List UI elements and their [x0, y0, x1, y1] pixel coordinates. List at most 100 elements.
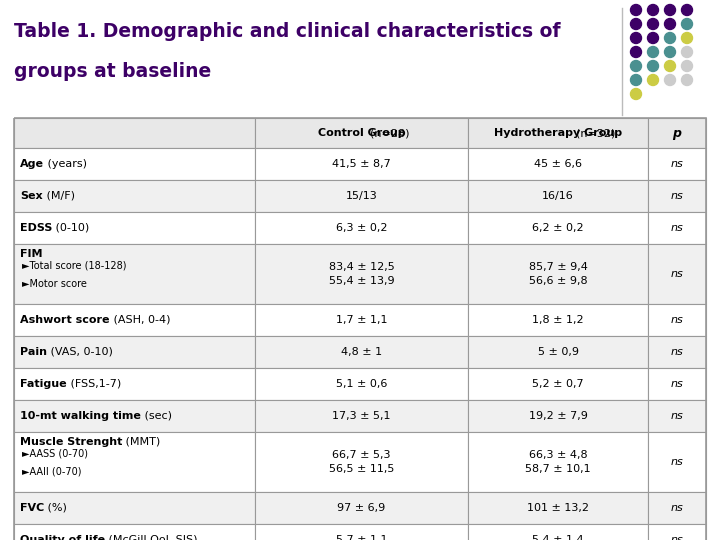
Text: (VAS, 0-10): (VAS, 0-10)	[47, 347, 113, 357]
Text: (years): (years)	[44, 159, 87, 169]
Circle shape	[665, 32, 675, 44]
Bar	[14, 368, 255, 400]
Bar	[14, 400, 255, 432]
Text: 19,2 ± 7,9: 19,2 ± 7,9	[528, 411, 588, 421]
Bar	[648, 212, 706, 244]
Bar	[468, 336, 648, 368]
Text: ns: ns	[670, 457, 683, 467]
Bar	[255, 432, 468, 492]
Text: 41,5 ± 8,7: 41,5 ± 8,7	[332, 159, 391, 169]
Text: (n=28): (n=28)	[370, 128, 409, 138]
Text: (ASH, 0-4): (ASH, 0-4)	[109, 315, 170, 325]
Bar	[14, 244, 255, 304]
Text: FVC: FVC	[20, 503, 44, 513]
Bar	[468, 432, 648, 492]
Text: 5,1 ± 0,6: 5,1 ± 0,6	[336, 379, 387, 389]
Text: (%): (%)	[44, 503, 67, 513]
Text: ns: ns	[670, 191, 683, 201]
Bar	[255, 118, 468, 148]
Text: 5 ± 0,9: 5 ± 0,9	[538, 347, 578, 357]
Text: Quality of life: Quality of life	[20, 535, 105, 540]
Bar	[14, 524, 255, 540]
Text: p: p	[672, 126, 682, 139]
Text: Sex: Sex	[20, 191, 42, 201]
Circle shape	[647, 4, 659, 16]
Text: 45 ± 6,6: 45 ± 6,6	[534, 159, 582, 169]
Bar	[648, 492, 706, 524]
Text: groups at baseline: groups at baseline	[14, 62, 211, 81]
Circle shape	[647, 60, 659, 71]
Circle shape	[647, 75, 659, 85]
Bar	[648, 180, 706, 212]
Text: 85,7 ± 9,4
56,6 ± 9,8: 85,7 ± 9,4 56,6 ± 9,8	[528, 262, 588, 286]
Text: Fatigue: Fatigue	[20, 379, 67, 389]
Circle shape	[647, 32, 659, 44]
Text: (McGill QoL-SIS): (McGill QoL-SIS)	[105, 535, 197, 540]
Text: Pain: Pain	[20, 347, 47, 357]
Bar	[255, 336, 468, 368]
Circle shape	[682, 18, 693, 30]
Bar	[255, 400, 468, 432]
Bar	[255, 368, 468, 400]
Circle shape	[682, 4, 693, 16]
Bar	[468, 212, 648, 244]
Bar	[468, 492, 648, 524]
Bar	[648, 244, 706, 304]
Bar	[255, 180, 468, 212]
Bar	[255, 524, 468, 540]
Text: Ashwort score: Ashwort score	[20, 315, 109, 325]
Bar	[14, 492, 255, 524]
Text: ns: ns	[670, 269, 683, 279]
Circle shape	[665, 46, 675, 57]
Text: 97 ± 6,9: 97 ± 6,9	[338, 503, 386, 513]
Text: 5,7 ± 1,1: 5,7 ± 1,1	[336, 535, 387, 540]
Bar	[14, 180, 255, 212]
Text: ns: ns	[670, 347, 683, 357]
Text: 6,3 ± 0,2: 6,3 ± 0,2	[336, 223, 387, 233]
Text: 10-mt walking time: 10-mt walking time	[20, 411, 141, 421]
Circle shape	[665, 18, 675, 30]
Text: 15/13: 15/13	[346, 191, 377, 201]
Circle shape	[631, 18, 642, 30]
Circle shape	[647, 18, 659, 30]
Circle shape	[631, 4, 642, 16]
Text: 16/16: 16/16	[542, 191, 574, 201]
Circle shape	[682, 75, 693, 85]
Text: 1,7 ± 1,1: 1,7 ± 1,1	[336, 315, 387, 325]
Bar	[468, 180, 648, 212]
Bar	[255, 244, 468, 304]
Bar	[14, 304, 255, 336]
Text: Control Group: Control Group	[318, 128, 405, 138]
Text: (n=32): (n=32)	[576, 128, 616, 138]
Text: ►AAII (0-70): ►AAII (0-70)	[22, 467, 81, 477]
Bar	[468, 400, 648, 432]
Text: 1,8 ± 1,2: 1,8 ± 1,2	[532, 315, 584, 325]
Text: ns: ns	[670, 223, 683, 233]
Bar	[255, 148, 468, 180]
Circle shape	[682, 60, 693, 71]
Bar	[648, 118, 706, 148]
Circle shape	[631, 46, 642, 57]
Text: (0-10): (0-10)	[53, 223, 89, 233]
Bar	[648, 368, 706, 400]
Text: ns: ns	[670, 379, 683, 389]
Bar	[468, 118, 648, 148]
Circle shape	[631, 32, 642, 44]
Text: ns: ns	[670, 159, 683, 169]
Bar	[14, 432, 255, 492]
Text: Table 1. Demographic and clinical characteristics of: Table 1. Demographic and clinical charac…	[14, 22, 560, 41]
Circle shape	[665, 4, 675, 16]
Circle shape	[631, 60, 642, 71]
Circle shape	[682, 46, 693, 57]
Bar	[468, 148, 648, 180]
Circle shape	[665, 60, 675, 71]
Text: ns: ns	[670, 411, 683, 421]
Text: 4,8 ± 1: 4,8 ± 1	[341, 347, 382, 357]
Text: 5,2 ± 0,7: 5,2 ± 0,7	[532, 379, 584, 389]
Text: ►AASS (0-70): ►AASS (0-70)	[22, 449, 88, 459]
Bar	[468, 524, 648, 540]
Bar	[468, 244, 648, 304]
Text: (sec): (sec)	[141, 411, 172, 421]
Text: FIM: FIM	[20, 249, 42, 259]
Bar	[648, 148, 706, 180]
